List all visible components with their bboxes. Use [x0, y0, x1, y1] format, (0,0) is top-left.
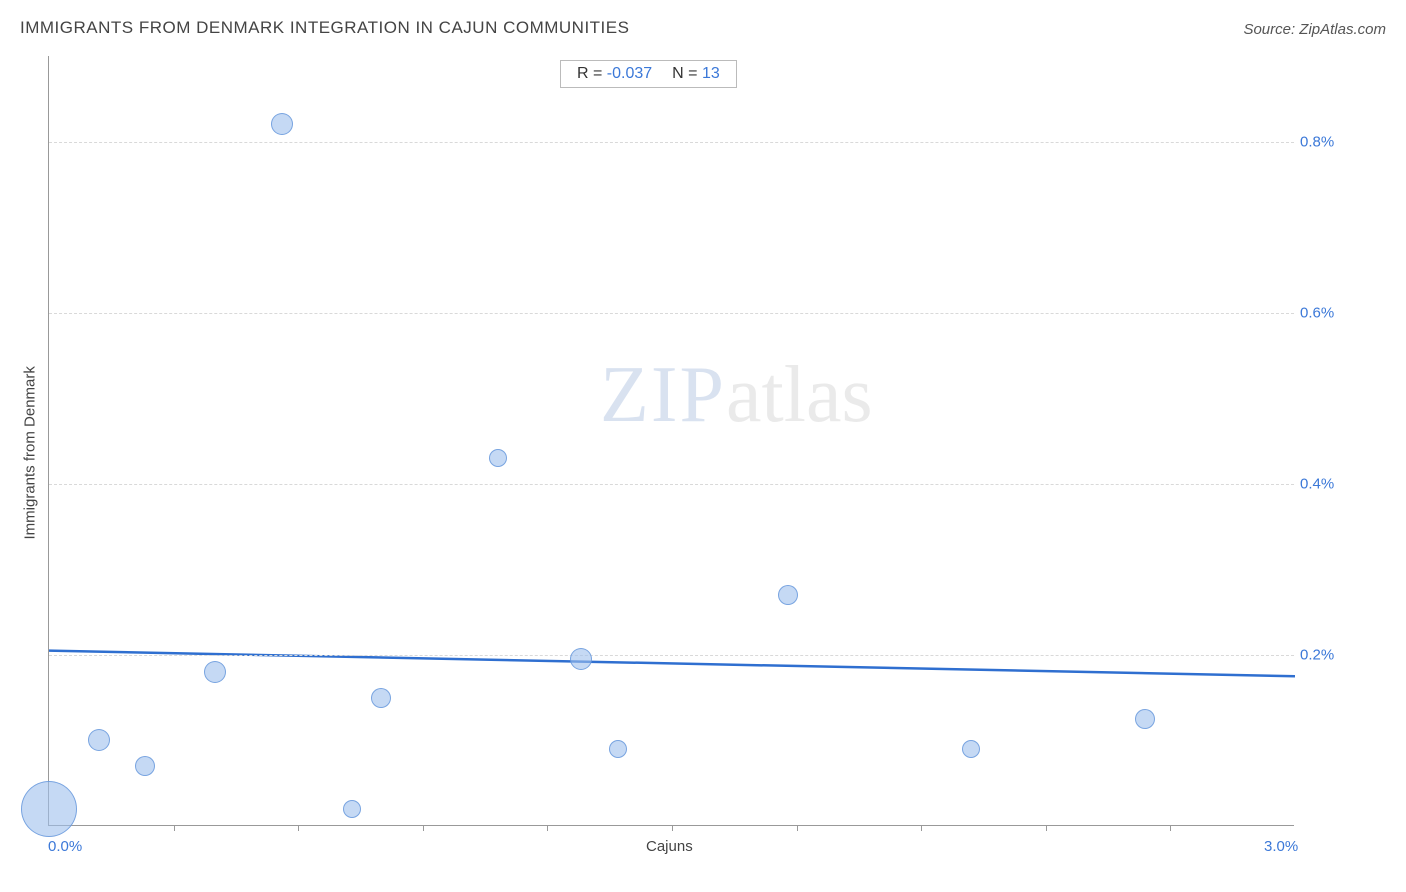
data-point: [570, 648, 592, 670]
stat-n-label: N =: [672, 65, 697, 82]
x-tick: [921, 825, 922, 831]
x-axis-label: Cajuns: [646, 838, 693, 855]
source-label: Source: ZipAtlas.com: [1243, 21, 1386, 38]
data-point: [1135, 709, 1155, 729]
x-tick: [423, 825, 424, 831]
page-title: IMMIGRANTS FROM DENMARK INTEGRATION IN C…: [20, 18, 629, 38]
y-tick-label: 0.8%: [1300, 133, 1334, 150]
gridline: [49, 142, 1294, 143]
data-point: [204, 661, 226, 683]
y-tick-label: 0.2%: [1300, 646, 1334, 663]
x-tick: [672, 825, 673, 831]
data-point: [609, 740, 627, 758]
data-point: [271, 113, 293, 135]
stat-r: R = -0.037: [577, 65, 652, 83]
y-tick-label: 0.4%: [1300, 475, 1334, 492]
x-tick: [174, 825, 175, 831]
x-tick: [797, 825, 798, 831]
x-axis-min: 0.0%: [48, 838, 82, 855]
data-point: [135, 756, 155, 776]
data-point: [371, 688, 391, 708]
regression-line: [49, 56, 1295, 826]
stat-r-value: -0.037: [607, 65, 652, 82]
gridline: [49, 313, 1294, 314]
x-tick: [547, 825, 548, 831]
stats-box: R = -0.037 N = 13: [560, 60, 737, 88]
y-axis-label: Immigrants from Denmark: [22, 366, 39, 539]
data-point: [778, 585, 798, 605]
header: IMMIGRANTS FROM DENMARK INTEGRATION IN C…: [0, 0, 1406, 48]
data-point: [88, 729, 110, 751]
x-tick: [1170, 825, 1171, 831]
data-point: [343, 800, 361, 818]
x-tick: [298, 825, 299, 831]
x-axis-max: 3.0%: [1264, 838, 1298, 855]
gridline: [49, 655, 1294, 656]
data-point: [962, 740, 980, 758]
stat-r-label: R =: [577, 65, 602, 82]
data-point: [489, 449, 507, 467]
y-tick-label: 0.6%: [1300, 304, 1334, 321]
stat-n: N = 13: [672, 65, 720, 83]
stat-n-value: 13: [702, 65, 720, 82]
gridline: [49, 484, 1294, 485]
x-tick: [1046, 825, 1047, 831]
scatter-chart: [48, 56, 1294, 826]
data-point: [21, 781, 77, 837]
